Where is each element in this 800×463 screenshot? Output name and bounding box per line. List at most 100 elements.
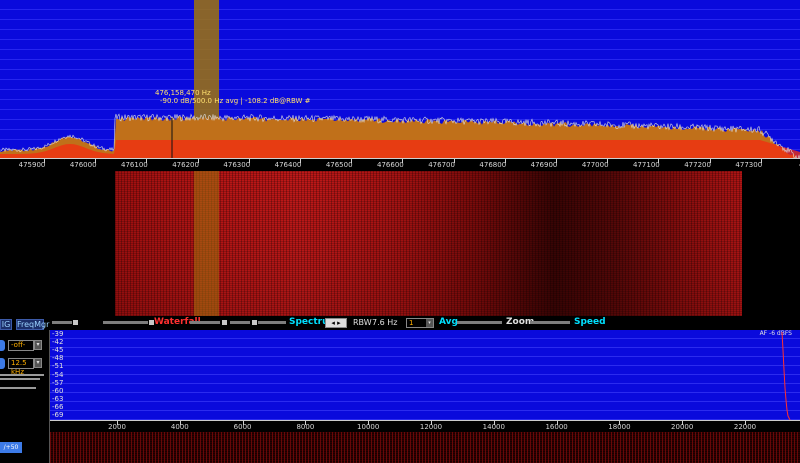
waterfall-slider-3-knob[interactable] xyxy=(222,320,227,325)
waterfall-slider-2-knob[interactable] xyxy=(149,320,154,325)
freq-tick-label: 475900 xyxy=(18,161,46,169)
af-db-label: -57 xyxy=(52,378,64,387)
af-freq-tick-label: 22000 xyxy=(733,423,757,431)
waterfall-slider-2[interactable] xyxy=(103,321,148,324)
speed-slider[interactable] xyxy=(530,321,570,324)
panel-slider-3[interactable] xyxy=(0,387,36,389)
frequency-axis: 475900 476000 476100 476200 476300 476400 4765… xyxy=(0,158,800,171)
freq-tick-label: 476700 xyxy=(428,161,455,169)
af-freq-tick xyxy=(179,421,181,425)
freq-tick xyxy=(402,159,404,163)
agc-radio[interactable] xyxy=(0,340,5,351)
waterfall-slider-4[interactable] xyxy=(230,321,250,324)
af-db-label: -66 xyxy=(52,402,64,411)
cursor-frequency-readout: 476,158,470 Hz xyxy=(155,89,211,97)
freq-tick xyxy=(146,159,148,163)
waterfall-slider-4-knob[interactable] xyxy=(252,320,257,325)
zoom-slider[interactable] xyxy=(457,321,502,324)
freq-tick xyxy=(351,159,353,163)
freq-tick-label: 476400 xyxy=(274,161,302,169)
signal-highlight xyxy=(0,140,800,158)
af-freq-tick xyxy=(368,421,370,425)
offset-button[interactable]: /+50 xyxy=(0,442,22,453)
freq-tick xyxy=(504,159,506,163)
freq-tick xyxy=(658,159,660,163)
spectrum-trace xyxy=(0,113,800,158)
agc-dropdown-icon[interactable]: ▾ xyxy=(34,340,42,350)
freq-tick xyxy=(197,159,199,163)
af-db-label: -69 xyxy=(52,411,64,419)
chevron-down-icon[interactable]: ▾ xyxy=(426,319,433,327)
waterfall-slider-1-knob[interactable] xyxy=(73,320,78,325)
af-freq-tick-label: 18000 xyxy=(608,423,631,431)
af-db-label: -60 xyxy=(52,386,64,395)
freq-tick xyxy=(709,159,711,163)
af-trace xyxy=(781,331,791,420)
af-freq-tick-label: 20000 xyxy=(671,423,694,431)
af-freq-tick xyxy=(745,421,746,425)
freq-tick xyxy=(453,159,455,163)
spectrum-slider-1[interactable] xyxy=(258,321,286,324)
waterfall-shading xyxy=(115,171,742,316)
af-frequency-axis: 2000 4000 6000 8000 10000 12000 14000 16000 1800… xyxy=(50,420,800,432)
af-freq-tick-label: 16000 xyxy=(545,423,568,431)
left-tab-button[interactable]: IG xyxy=(0,319,12,330)
spectrum-plot xyxy=(0,0,800,158)
waterfall-slider-3[interactable] xyxy=(190,321,220,324)
freq-tick-label: 476200 xyxy=(172,161,199,169)
freq-tick xyxy=(607,159,609,163)
bandwidth-field[interactable]: 12.5 kHz xyxy=(8,358,34,376)
af-freq-tick xyxy=(117,421,118,425)
freq-tick xyxy=(556,159,557,163)
rbw-label: RBW xyxy=(353,318,372,327)
spectrum-stepper[interactable]: ◂ ▸ xyxy=(325,318,347,328)
spectrum-label: Spectrum xyxy=(289,317,338,327)
bandwidth-dropdown-icon[interactable]: ▾ xyxy=(34,358,42,368)
bandwidth-radio[interactable] xyxy=(0,358,5,369)
af-waterfall[interactable] xyxy=(50,432,800,463)
spectrum-display[interactable]: 476,158,470 Hz -90.0 dB/500.0 Hz avg | -… xyxy=(0,0,800,158)
freq-tick xyxy=(760,159,762,163)
control-bar: IG FreqMgr Waterfall Spectrum ◂ ▸ RBW 7.… xyxy=(0,316,800,330)
af-spectrum-display[interactable]: -39 -42 -45 -48 -51 -54 -57 -60 -63 -66 -69 AF -6 … xyxy=(50,330,800,420)
af-freq-tick-label: 14000 xyxy=(482,423,505,431)
af-db-label: -39 xyxy=(52,330,64,338)
af-freq-tick-label: 4000 xyxy=(170,423,189,431)
freq-tick xyxy=(248,159,250,163)
af-db-label: -51 xyxy=(52,362,64,371)
freq-tick xyxy=(300,159,301,163)
waterfall-signal-band xyxy=(115,171,742,316)
cursor-band-waterfall xyxy=(194,171,219,316)
af-freq-tick-label: 10000 xyxy=(357,423,380,431)
avg-label: Avg xyxy=(439,317,458,327)
cursor-level-readout: -90.0 dB/500.0 Hz avg | -108.2 dB@RBW # xyxy=(160,97,311,105)
freq-tick-label: 476000 xyxy=(69,161,97,169)
waterfall-slider-1[interactable] xyxy=(52,321,72,324)
freq-tick-label: 477100 xyxy=(633,161,660,169)
af-freq-tick-label: 8000 xyxy=(296,423,315,431)
freq-tick-label: 476600 xyxy=(377,161,404,169)
af-freq-tick xyxy=(493,421,495,425)
af-freq-tick-label: 6000 xyxy=(233,423,252,431)
freqmgr-button[interactable]: FreqMgr xyxy=(16,319,50,330)
af-db-label: -48 xyxy=(52,354,64,363)
af-freq-tick xyxy=(556,421,558,425)
af-level-label: AF -6 dBFS xyxy=(759,330,792,337)
panel-slider-2[interactable] xyxy=(0,378,40,380)
af-freq-tick-label: 2000 xyxy=(108,423,126,431)
freq-tick-label: 477300 xyxy=(735,161,763,169)
freq-tick-label: 477000 xyxy=(581,161,609,169)
af-freq-tick xyxy=(619,421,621,425)
af-db-label: -63 xyxy=(52,394,64,403)
avg-select[interactable]: 1 ▾ xyxy=(406,318,434,328)
freq-tick xyxy=(95,159,97,163)
left-control-panel: -off- ▾ 12.5 kHz ▾ /+50 xyxy=(0,330,50,463)
af-db-label: -45 xyxy=(52,346,64,355)
waterfall-display[interactable] xyxy=(0,171,800,316)
freq-tick-label: 476900 xyxy=(530,161,558,169)
freq-tick-label: 476100 xyxy=(121,161,148,169)
freq-tick-label: 477200 xyxy=(684,161,711,169)
agc-field[interactable]: -off- xyxy=(8,340,34,351)
waterfall-label: Waterfall xyxy=(154,317,201,327)
panel-slider-1[interactable] xyxy=(0,374,44,376)
